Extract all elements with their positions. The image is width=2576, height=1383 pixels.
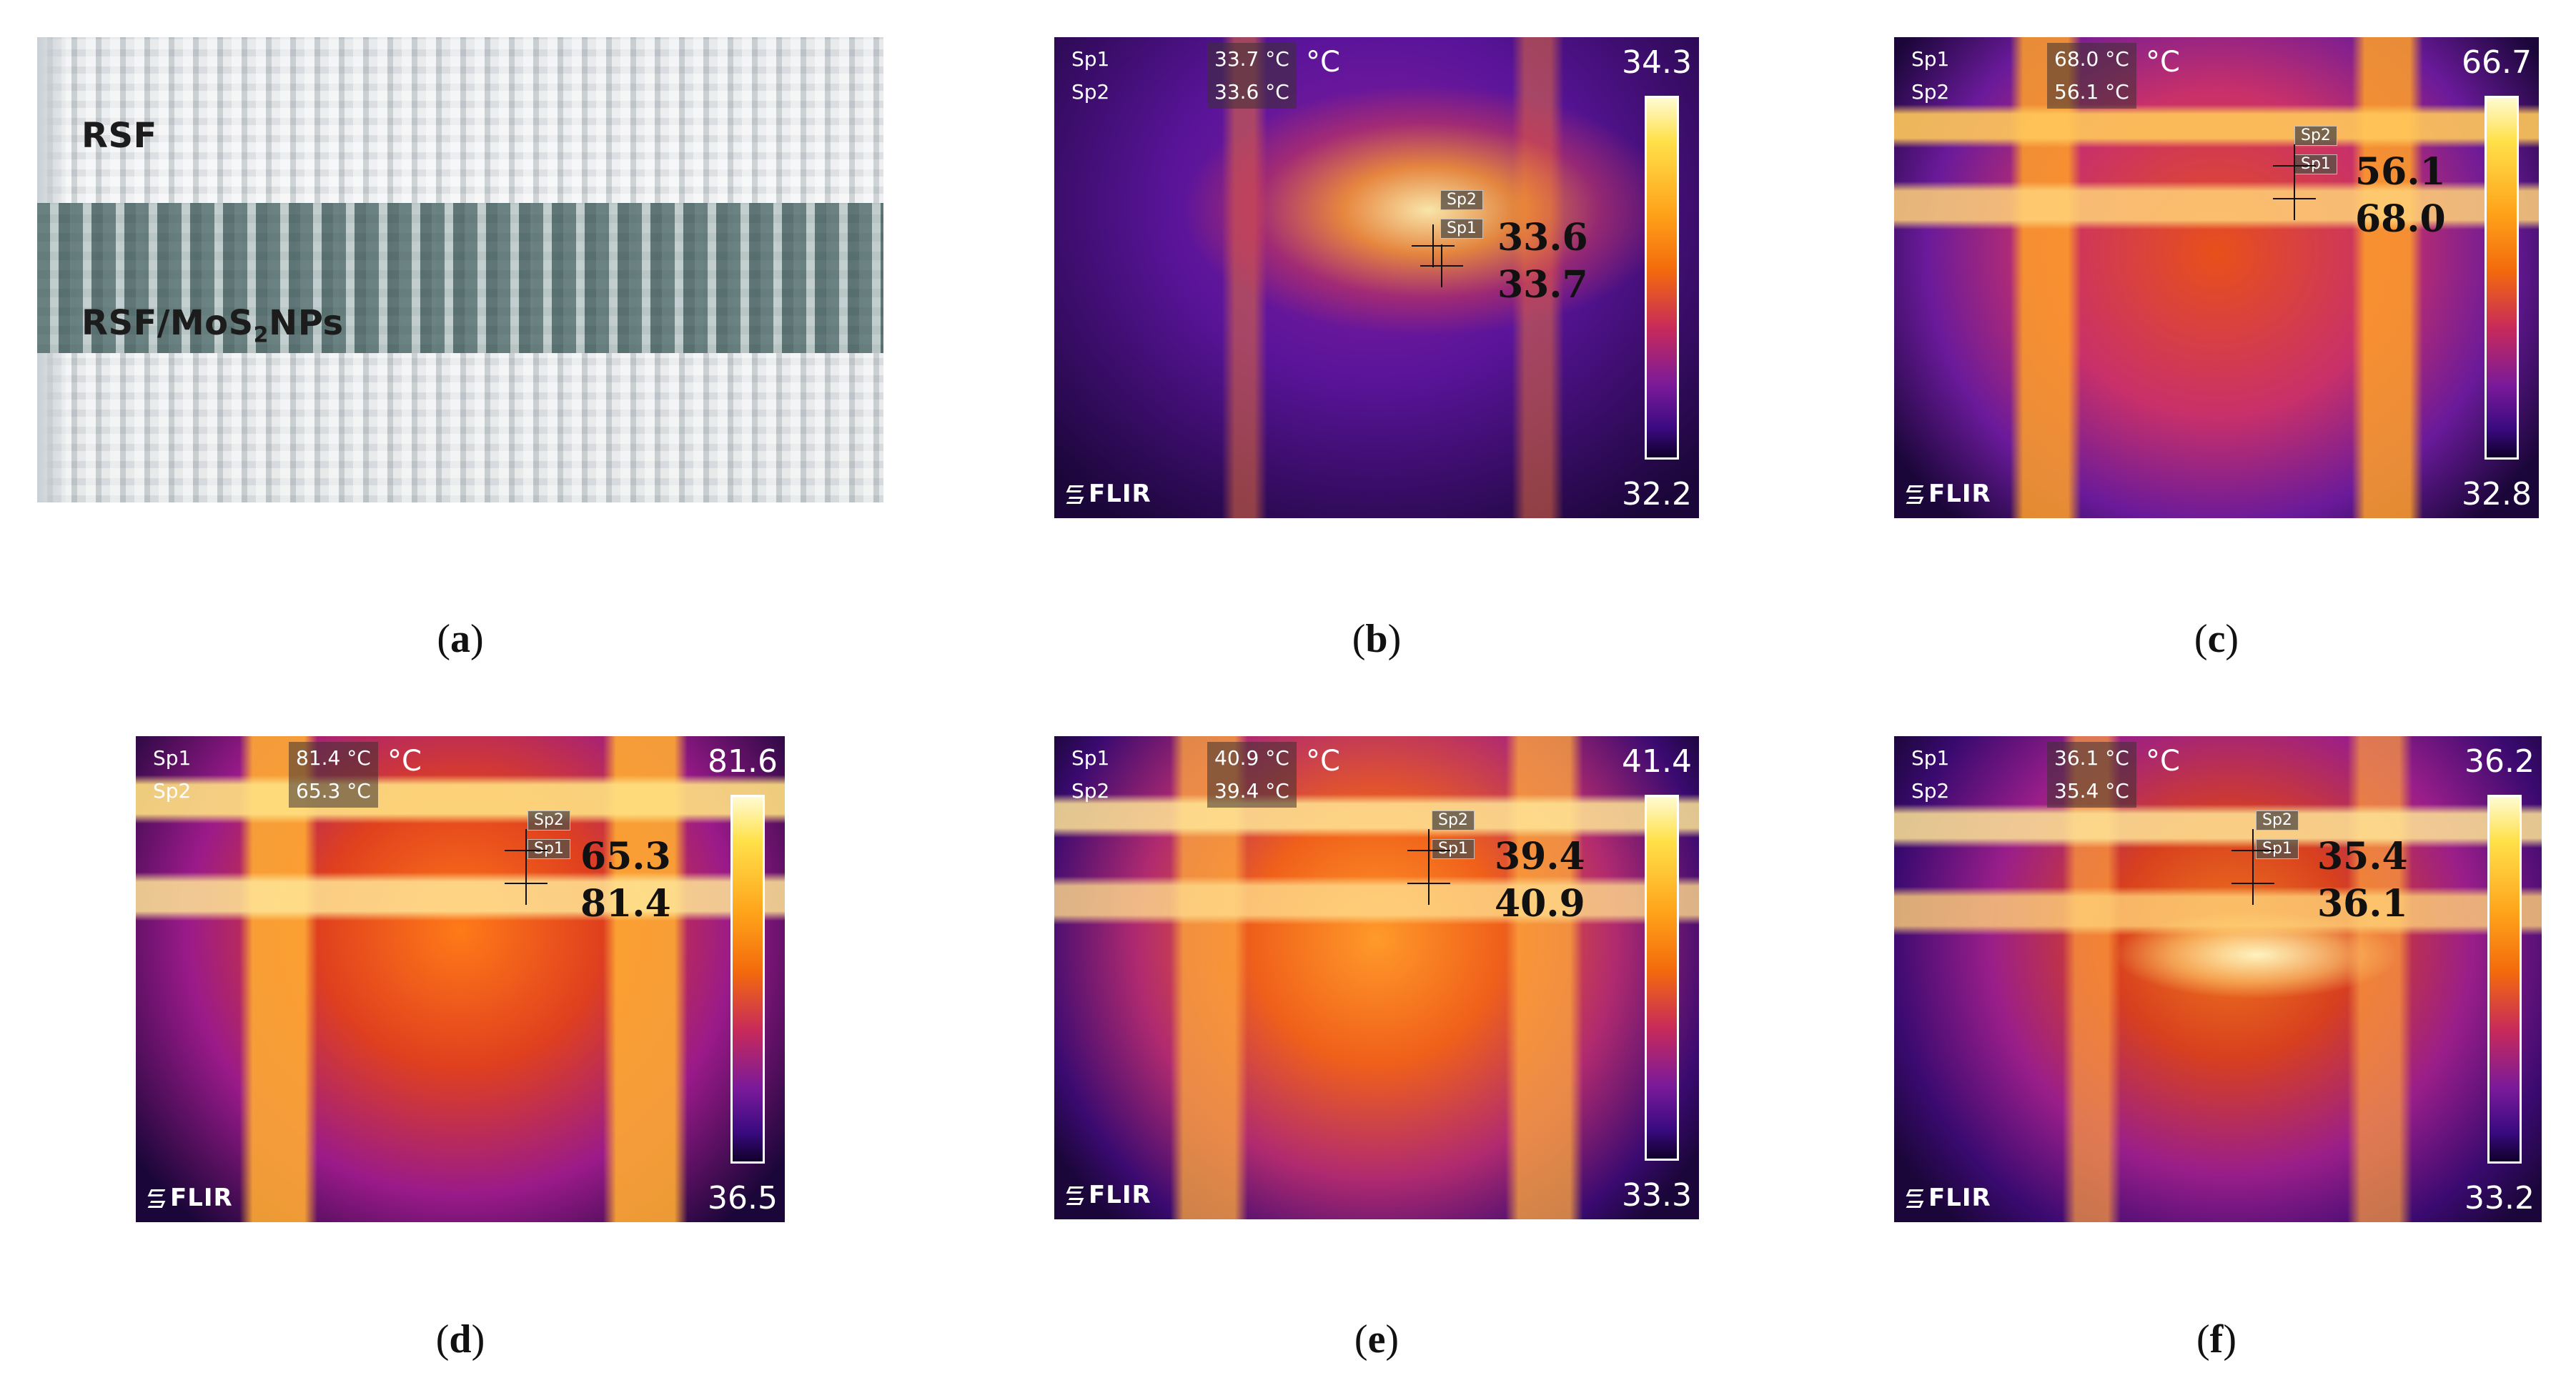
thermal-image-b: Sp1 33.7 °C Sp2 33.6 °C °C 34.3 32.2 FLIR … xyxy=(1054,37,1699,518)
crosshair-sp1 xyxy=(505,862,548,905)
crosshair-sp1 xyxy=(2273,177,2316,220)
flir-logo: FLIR xyxy=(1066,480,1151,508)
tag-sp1: Sp1 xyxy=(2256,839,2299,859)
caption-a: (a) xyxy=(437,617,484,661)
flir-icon xyxy=(147,1189,166,1208)
scale-min: 33.3 xyxy=(1622,1177,1692,1214)
sp2-value: 39.4 °C xyxy=(1207,775,1297,808)
caption-d: (d) xyxy=(435,1317,485,1362)
sp1-value: 36.1 °C xyxy=(2047,742,2136,775)
spot-readout: Sp1 33.7 °C Sp2 33.6 °C xyxy=(1064,43,1364,109)
scale-min: 36.5 xyxy=(708,1180,778,1216)
flir-logo: FLIR xyxy=(1906,480,1991,508)
label-rsf: RSF xyxy=(81,116,157,156)
unit-label: °C xyxy=(1306,46,1340,79)
tag-sp2: Sp2 xyxy=(2256,811,2299,831)
unit-label: °C xyxy=(387,745,422,778)
scale-min: 32.8 xyxy=(2462,476,2532,512)
flir-logo: FLIR xyxy=(147,1184,233,1212)
color-scale-bar xyxy=(2485,96,2519,460)
color-scale-bar xyxy=(730,795,765,1164)
sp2-value: 65.3 °C xyxy=(289,775,378,808)
crosshair-sp2 xyxy=(1407,829,1450,872)
thermal-field xyxy=(1894,736,2542,1222)
sp2-value: 33.6 °C xyxy=(1207,76,1297,109)
tag-sp2: Sp2 xyxy=(1440,190,1483,210)
unit-label: °C xyxy=(1306,745,1340,778)
flir-logo: FLIR xyxy=(1066,1181,1151,1209)
color-scale-bar xyxy=(2487,795,2522,1164)
thermal-image-f: Sp1 36.1 °C Sp2 35.4 °C °C 36.2 33.2 FLIR … xyxy=(1894,736,2542,1222)
sp1-value: 33.7 °C xyxy=(1207,43,1297,76)
tag-sp2: Sp2 xyxy=(2294,126,2337,146)
thermal-field xyxy=(136,736,785,1222)
crosshair-sp2 xyxy=(2231,829,2274,872)
thermal-field xyxy=(1894,37,2539,518)
tag-sp1: Sp1 xyxy=(527,839,570,859)
scale-max: 36.2 xyxy=(2464,743,2535,780)
spot-readout: Sp1 36.1 °C Sp2 35.4 °C xyxy=(1904,742,2204,808)
sp1-value: 40.9 °C xyxy=(1207,742,1297,775)
flir-icon xyxy=(1066,1186,1084,1205)
unit-label: °C xyxy=(2146,46,2180,79)
caption-b: (b) xyxy=(1352,617,1402,661)
color-scale-bar xyxy=(1645,795,1679,1161)
spot-readout: Sp1 81.4 °C Sp2 65.3 °C xyxy=(146,742,446,808)
tag-sp1: Sp1 xyxy=(1440,219,1483,239)
tag-sp1: Sp1 xyxy=(1432,839,1475,859)
annotation-values: 56.1 68.0 xyxy=(2355,150,2446,241)
sp1-value: 81.4 °C xyxy=(289,742,378,775)
scale-max: 34.3 xyxy=(1622,44,1692,81)
scale-min: 32.2 xyxy=(1622,476,1692,512)
tag-sp2: Sp2 xyxy=(527,811,570,831)
caption-f: (f) xyxy=(2196,1317,2236,1362)
scale-max: 81.6 xyxy=(708,743,778,780)
crosshair-sp2 xyxy=(1412,224,1455,267)
thermal-field xyxy=(1054,37,1699,518)
annotation-values: 33.6 33.7 xyxy=(1497,216,1588,307)
fabric-photo: RSF RSF/MoS2NPs xyxy=(37,37,883,502)
scale-max: 66.7 xyxy=(2462,44,2532,81)
flir-icon xyxy=(1906,485,1924,504)
sp2-value: 56.1 °C xyxy=(2047,76,2136,109)
flir-logo: FLIR xyxy=(1906,1184,1991,1212)
tag-sp2: Sp2 xyxy=(1432,811,1475,831)
crosshair-sp1 xyxy=(1420,244,1463,287)
thermal-image-e: Sp1 40.9 °C Sp2 39.4 °C °C 41.4 33.3 FLIR … xyxy=(1054,736,1699,1219)
spot-readout: Sp1 40.9 °C Sp2 39.4 °C xyxy=(1064,742,1364,808)
sp1-value: 68.0 °C xyxy=(2047,43,2136,76)
crosshair-sp2 xyxy=(505,829,548,872)
flir-icon xyxy=(1906,1189,1924,1208)
unit-label: °C xyxy=(2146,745,2180,778)
thermal-image-d: Sp1 81.4 °C Sp2 65.3 °C °C 81.6 36.5 FLIR … xyxy=(136,736,785,1222)
spot-readout: Sp1 68.0 °C Sp2 56.1 °C xyxy=(1904,43,2204,109)
crosshair-sp1 xyxy=(2231,862,2274,905)
crosshair-sp2 xyxy=(2273,144,2316,187)
caption-e: (e) xyxy=(1354,1317,1400,1362)
sp2-value: 35.4 °C xyxy=(2047,775,2136,808)
label-rsf-mos2: RSF/MoS2NPs xyxy=(81,303,344,348)
annotation-values: 39.4 40.9 xyxy=(1495,835,1585,926)
annotation-values: 35.4 36.1 xyxy=(2317,835,2408,926)
tag-sp1: Sp1 xyxy=(2294,154,2337,174)
annotation-values: 65.3 81.4 xyxy=(580,835,671,926)
thermal-field xyxy=(1054,736,1699,1219)
mos2-coated-band xyxy=(37,203,883,353)
color-scale-bar xyxy=(1645,96,1679,460)
thermal-image-c: Sp1 68.0 °C Sp2 56.1 °C °C 66.7 32.8 FLIR … xyxy=(1894,37,2539,518)
flir-icon xyxy=(1066,485,1084,504)
crosshair-sp1 xyxy=(1407,862,1450,905)
caption-c: (c) xyxy=(2194,617,2239,661)
scale-max: 41.4 xyxy=(1622,743,1692,780)
scale-min: 33.2 xyxy=(2464,1180,2535,1216)
